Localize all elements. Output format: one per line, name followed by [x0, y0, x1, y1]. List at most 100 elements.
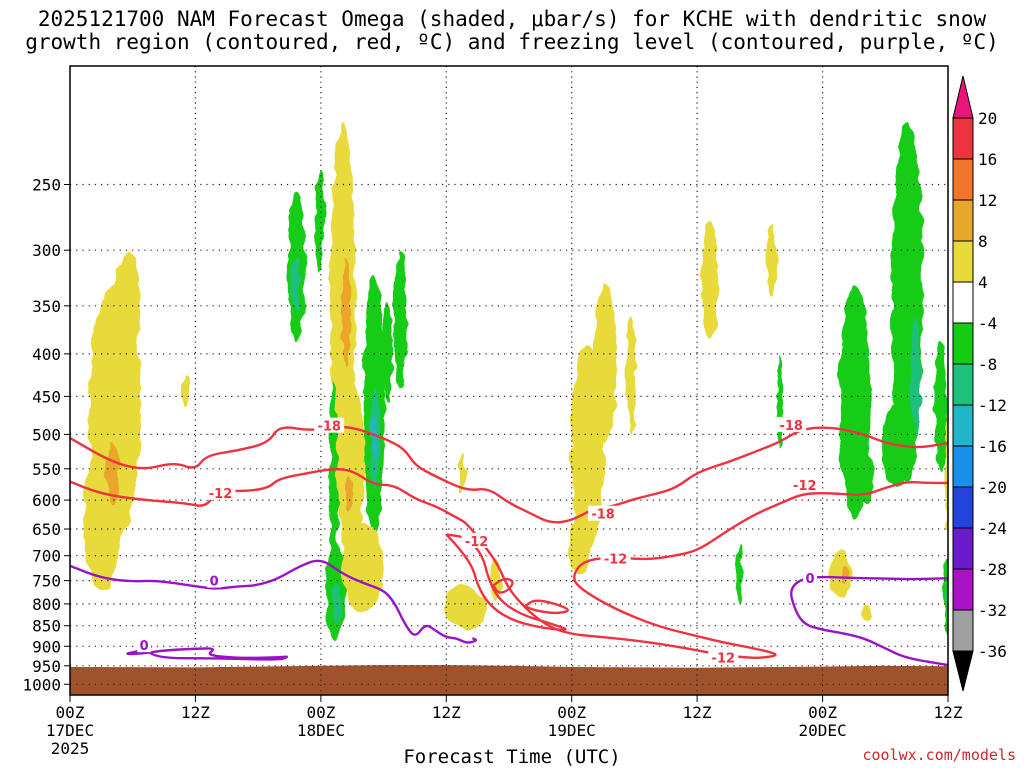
- omega-cell-41: [944, 404, 948, 535]
- chart-title-line-2: growth region (contoured, red, ºC) and f…: [25, 30, 999, 54]
- contour--18-0: [70, 425, 948, 524]
- omega-cell-26: [627, 316, 636, 435]
- colorbar-label-6: -8: [978, 355, 997, 374]
- omega-cell-21: [444, 585, 486, 630]
- y-tick-label-700: 700: [32, 547, 61, 566]
- colorbar-band-4: [952, 240, 974, 283]
- omega-cell-6: [291, 256, 300, 311]
- contour--12-1: [70, 468, 948, 659]
- terrain-fill: [70, 665, 948, 695]
- y-tick-label-500: 500: [32, 425, 61, 444]
- omega-cell-42: [735, 545, 743, 604]
- y-tick-label-350: 350: [32, 297, 61, 316]
- colorbar-label-12: -32: [978, 601, 1007, 620]
- omega-cell-4: [181, 375, 191, 409]
- omega-cell-20: [394, 250, 407, 389]
- contour-label-bg-7: [708, 649, 739, 665]
- colorbar-label-3: 8: [978, 232, 988, 251]
- omega-cell-3: [106, 441, 120, 507]
- contour-label-2: -12: [465, 535, 489, 550]
- colorbar-label-10: -24: [978, 519, 1007, 538]
- colorbar-label-11: -28: [978, 560, 1007, 579]
- x-year-label-0: 2025: [51, 739, 90, 758]
- omega-cell-38: [863, 603, 872, 622]
- omega-shading-layer: [83, 121, 948, 643]
- omega-cell-31: [910, 316, 921, 435]
- x-tick-label-1: 12Z: [181, 703, 210, 722]
- omega-cell-33: [860, 455, 875, 507]
- contour-label-bg-1: [205, 484, 236, 500]
- colorbar-band-8: [952, 404, 974, 447]
- contour--12-3: [492, 577, 514, 594]
- contour-label-9: 0: [140, 639, 149, 654]
- grid-layer: [70, 66, 948, 695]
- y-tick-label-950: 950: [32, 657, 61, 676]
- omega-cell-2: [113, 250, 142, 354]
- omega-cell-36: [829, 550, 851, 600]
- colorbar-bottom-arrow: [952, 650, 974, 692]
- colorbar-label-4: 4: [978, 273, 988, 292]
- contour--12-4: [524, 599, 570, 615]
- contour-label-layer: -18 -12 -12 -18 -12 -18 -12 -12 0 0 0: [137, 416, 820, 666]
- omega-cell-11: [345, 475, 353, 512]
- contour-label-7: -12: [712, 651, 736, 666]
- y-tick-label-550: 550: [32, 460, 61, 479]
- contour-label-bg-6: [789, 476, 820, 492]
- colorbar-label-0: 20: [978, 109, 997, 128]
- omega-cell-7: [315, 169, 325, 274]
- omega-cell-18: [382, 300, 393, 401]
- y-tick-label-600: 600: [32, 491, 61, 510]
- colorbar-label-13: -36: [978, 642, 1007, 661]
- site-credit: coolwx.com/models: [862, 746, 1016, 764]
- colorbar-band-9: [952, 445, 974, 488]
- contour-label-8: 0: [210, 575, 219, 590]
- chart-title-line-1: 2025121700 NAM Forecast Omega (shaded, μ…: [37, 7, 987, 31]
- contour--12-2: [445, 533, 567, 631]
- x-tick-label-6: 00Z: [808, 703, 837, 722]
- y-tick-label-650: 650: [32, 520, 61, 539]
- omega-cell-27: [569, 512, 591, 576]
- contour-label-6: -12: [793, 479, 817, 494]
- contour-label-bg-0: [314, 417, 345, 433]
- chart-title: 2025121700 NAM Forecast Omega (shaded, μ…: [0, 8, 1024, 54]
- x-date-label-0: 17DEC: [46, 721, 94, 740]
- plot-frame: [69, 65, 949, 696]
- x-date-label-2: 18DEC: [297, 721, 345, 740]
- colorbar-top-arrow: [952, 75, 974, 119]
- contour-0-7: [790, 575, 948, 667]
- plot-background: [70, 66, 948, 695]
- colorbar-band-3: [952, 199, 974, 242]
- contour-label-4: -12: [604, 552, 628, 567]
- contour-label-bg-9: [137, 637, 152, 653]
- colorbar-label-2: 12: [978, 191, 997, 210]
- colorbar-label-1: 16: [978, 150, 997, 169]
- colorbar-band-7: [952, 363, 974, 406]
- y-tick-label-1000: 1000: [22, 675, 61, 694]
- colorbar-band-10: [952, 486, 974, 529]
- x-tick-label-4: 00Z: [557, 703, 586, 722]
- colorbar-label-7: -12: [978, 396, 1007, 415]
- contour-layer: [70, 425, 948, 667]
- y-tick-label-250: 250: [32, 176, 61, 195]
- contour-label-bg-8: [207, 572, 222, 588]
- contour-label-10: 0: [805, 572, 814, 587]
- x-axis-label: Forecast Time (UTC): [403, 746, 621, 768]
- colorbar-band-11: [952, 527, 974, 570]
- contour-label-bg-5: [776, 416, 807, 432]
- y-tick-label-750: 750: [32, 572, 61, 591]
- omega-cell-9: [341, 256, 351, 368]
- colorbar-band-13: [952, 609, 974, 652]
- colorbar-band-5: [952, 281, 974, 324]
- colorbar-label-9: -20: [978, 478, 1007, 497]
- contour-label-0: -18: [317, 420, 341, 435]
- x-tick-label-0: 00Z: [56, 703, 85, 722]
- omega-cell-29: [766, 225, 777, 296]
- contour-label-bg-2: [461, 533, 492, 548]
- colorbar-label-5: -4: [978, 314, 997, 333]
- omega-cell-23: [458, 455, 466, 495]
- colorbar-label-8: -16: [978, 437, 1007, 456]
- contour-label-bg-3: [588, 505, 619, 521]
- x-date-label-6: 20DEC: [799, 721, 847, 740]
